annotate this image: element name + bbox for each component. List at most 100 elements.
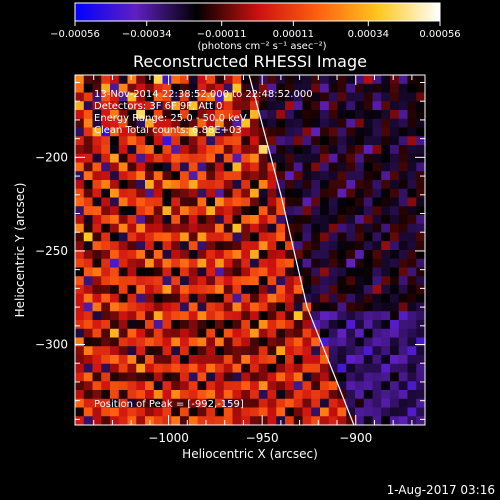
heatmap-cell — [276, 215, 286, 225]
heatmap-cell — [372, 206, 382, 216]
heatmap-cell — [215, 363, 225, 373]
heatmap-cell — [101, 136, 111, 146]
heatmap-cell — [162, 241, 172, 251]
heatmap-cell — [363, 398, 373, 408]
heatmap-cell — [390, 302, 400, 312]
heatmap-cell — [171, 293, 181, 303]
heatmap-cell — [285, 346, 295, 356]
heatmap-cell — [83, 328, 93, 338]
heatmap-cell — [398, 346, 408, 356]
heatmap-cell — [162, 416, 172, 425]
heatmap-cell — [136, 171, 146, 181]
heatmap-cell — [302, 320, 312, 330]
heatmap-cell — [276, 293, 286, 303]
heatmap-cell — [127, 171, 137, 181]
heatmap-cell — [110, 293, 120, 303]
heatmap-cell — [390, 180, 400, 190]
heatmap-cell — [250, 232, 260, 242]
heatmap-cell — [250, 363, 260, 373]
heatmap-cell — [302, 223, 312, 233]
heatmap-cell — [127, 206, 137, 216]
heatmap-cell — [416, 311, 425, 321]
heatmap-cell — [267, 145, 277, 155]
heatmap-cell — [232, 302, 242, 312]
heatmap-cell — [337, 381, 347, 391]
heatmap-cell — [110, 337, 120, 347]
heatmap-cell — [145, 83, 155, 93]
heatmap-cell — [320, 398, 330, 408]
heatmap-cell — [136, 355, 146, 365]
heatmap-cell — [206, 381, 216, 391]
heatmap-cell — [188, 381, 198, 391]
heatmap-cell — [407, 311, 417, 321]
heatmap-cell — [206, 118, 216, 128]
heatmap-cell — [276, 258, 286, 268]
heatmap-cell — [293, 311, 303, 321]
heatmap-cell — [407, 372, 417, 382]
heatmap-cell — [162, 390, 172, 400]
heatmap-cell — [398, 215, 408, 225]
heatmap-cell — [372, 258, 382, 268]
heatmap-cell — [250, 355, 260, 365]
heatmap-cell — [92, 363, 102, 373]
heatmap-cell — [276, 320, 286, 330]
heatmap-cell — [346, 320, 356, 330]
heatmap-cell — [241, 346, 251, 356]
heatmap-cell — [162, 276, 172, 286]
y-tick-label: −200 — [35, 150, 68, 164]
heatmap-cell — [346, 223, 356, 233]
heatmap-cell — [197, 136, 207, 146]
heatmap-cell — [276, 346, 286, 356]
heatmap-cell — [101, 302, 111, 312]
heatmap-cell — [180, 153, 190, 163]
heatmap-cell — [267, 276, 277, 286]
heatmap-cell — [258, 293, 268, 303]
heatmap-cell — [355, 127, 365, 137]
heatmap-cell — [381, 110, 391, 120]
heatmap-cell — [337, 328, 347, 338]
heatmap-cell — [127, 363, 137, 373]
time-range-annotation: 13-Nov-2014 22:38:52.000 to 22:48:52.000 — [94, 89, 313, 100]
heatmap-cell — [92, 381, 102, 391]
heatmap-cell — [127, 232, 137, 242]
heatmap-cell — [136, 136, 146, 146]
heatmap-cell — [293, 355, 303, 365]
heatmap-cell — [197, 197, 207, 207]
heatmap-cell — [302, 180, 312, 190]
heatmap-cell — [215, 136, 225, 146]
heatmap-cell — [390, 285, 400, 295]
heatmap-cell — [416, 346, 425, 356]
heatmap-cell — [390, 110, 400, 120]
heatmap-cell — [311, 206, 321, 216]
heatmap-cell — [92, 215, 102, 225]
heatmap-cell — [285, 223, 295, 233]
heatmap-cell — [398, 153, 408, 163]
heatmap-cell — [206, 83, 216, 93]
heatmap-cell — [407, 215, 417, 225]
heatmap-cell — [180, 372, 190, 382]
heatmap-cell — [285, 302, 295, 312]
heatmap-cell — [188, 250, 198, 260]
heatmap-cell — [267, 171, 277, 181]
heatmap-cell — [153, 197, 163, 207]
heatmap-cell — [153, 372, 163, 382]
heatmap-cell — [337, 223, 347, 233]
heatmap-cell — [258, 276, 268, 286]
heatmap-cell — [188, 390, 198, 400]
heatmap-cell — [232, 355, 242, 365]
heatmap-cell — [337, 118, 347, 128]
heatmap-cell — [162, 285, 172, 295]
heatmap-cell — [110, 197, 120, 207]
heatmap-cell — [171, 337, 181, 347]
heatmap-cell — [75, 390, 85, 400]
heatmap-cell — [285, 145, 295, 155]
heatmap-cell — [206, 407, 216, 417]
heatmap-cell — [398, 250, 408, 260]
heatmap-cell — [162, 188, 172, 198]
heatmap-cell — [285, 136, 295, 146]
heatmap-cell — [197, 381, 207, 391]
heatmap-cell — [381, 302, 391, 312]
heatmap-cell — [390, 153, 400, 163]
heatmap-cell — [188, 267, 198, 277]
heatmap-cell — [75, 355, 85, 365]
